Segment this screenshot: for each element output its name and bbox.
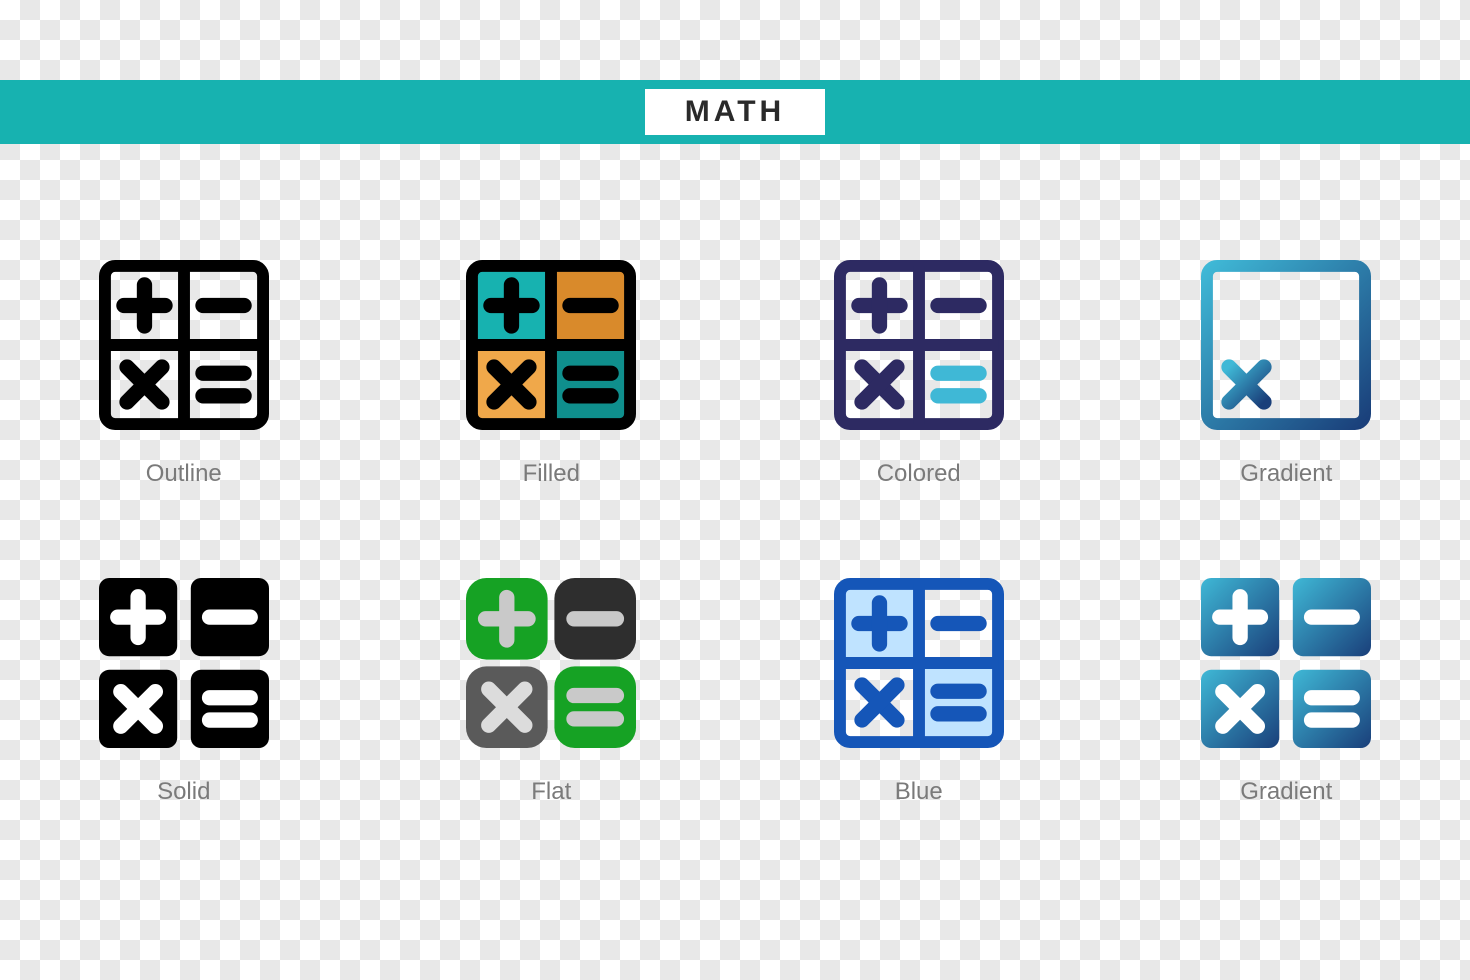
icon-grid: Outline Filled Colored Gradient Solid Flat Blu…: [0, 260, 1470, 806]
math-icon-gradient2: [1201, 578, 1371, 748]
icon-label: Filled: [523, 460, 580, 488]
icon-label: Gradient: [1240, 778, 1332, 806]
page-title: MATH: [645, 89, 825, 135]
icon-cell-gradient1: Gradient: [1201, 260, 1371, 488]
math-icon-colored: [834, 260, 1004, 430]
icon-cell-outline: Outline: [99, 260, 269, 488]
math-icon-blue: [834, 578, 1004, 748]
icon-cell-solid: Solid: [99, 578, 269, 806]
icon-cell-gradient2: Gradient: [1201, 578, 1371, 806]
title-bar: MATH: [0, 80, 1470, 144]
icon-label: Blue: [895, 778, 943, 806]
icon-cell-colored: Colored: [834, 260, 1004, 488]
icon-label: Outline: [146, 460, 222, 488]
icon-label: Solid: [157, 778, 210, 806]
math-icon-flat: [466, 578, 636, 748]
math-icon-filled: [466, 260, 636, 430]
math-icon-gradient1: [1201, 260, 1371, 430]
math-icon-solid: [99, 578, 269, 748]
icon-label: Colored: [877, 460, 961, 488]
math-icon-outline: [99, 260, 269, 430]
icon-label: Flat: [531, 778, 571, 806]
icon-cell-filled: Filled: [466, 260, 636, 488]
icon-cell-flat: Flat: [466, 578, 636, 806]
icon-label: Gradient: [1240, 460, 1332, 488]
icon-cell-blue: Blue: [834, 578, 1004, 806]
